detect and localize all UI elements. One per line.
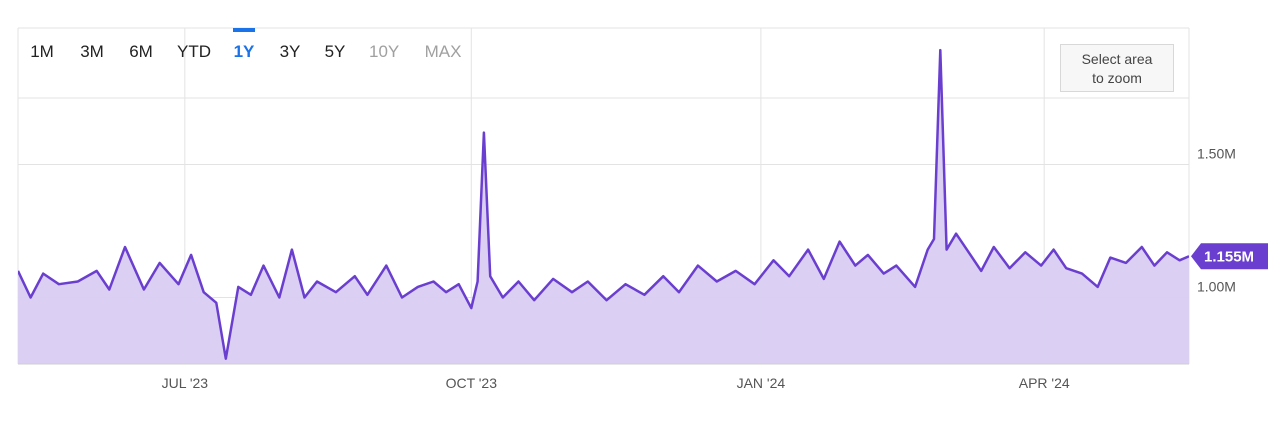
range-button-3m[interactable]: 3M xyxy=(80,42,104,61)
x-tick-label: JUL '23 xyxy=(162,375,209,391)
y-tick-label: 1.50M xyxy=(1197,146,1236,162)
range-button-3y[interactable]: 3Y xyxy=(279,42,301,61)
range-button-5y[interactable]: 5Y xyxy=(324,42,346,61)
x-tick-label: OCT '23 xyxy=(446,375,498,391)
series-group xyxy=(18,48,1189,364)
range-button-1y[interactable]: 1Y xyxy=(233,28,255,76)
range-button-10y: 10Y xyxy=(369,42,400,61)
series-area xyxy=(18,50,1189,364)
y-tick-label: 1.00M xyxy=(1197,279,1236,295)
series-line xyxy=(18,48,1189,360)
last-value-badge xyxy=(1191,243,1268,270)
range-button-6m[interactable]: 6M xyxy=(129,42,153,61)
range-button-ytd[interactable]: YTD xyxy=(177,42,211,61)
range-button-1m[interactable]: 1M xyxy=(30,42,54,61)
zoom-button-line2: to zoom xyxy=(1092,70,1142,86)
x-tick-label: JAN '24 xyxy=(737,375,786,391)
range-button-max: MAX xyxy=(424,42,462,61)
x-tick-label: APR '24 xyxy=(1019,375,1070,391)
last-value-label: 1.155M xyxy=(1204,248,1254,265)
select-area-zoom-button[interactable]: Select area to zoom xyxy=(1060,44,1174,92)
zoom-button-line1: Select area xyxy=(1081,51,1153,67)
